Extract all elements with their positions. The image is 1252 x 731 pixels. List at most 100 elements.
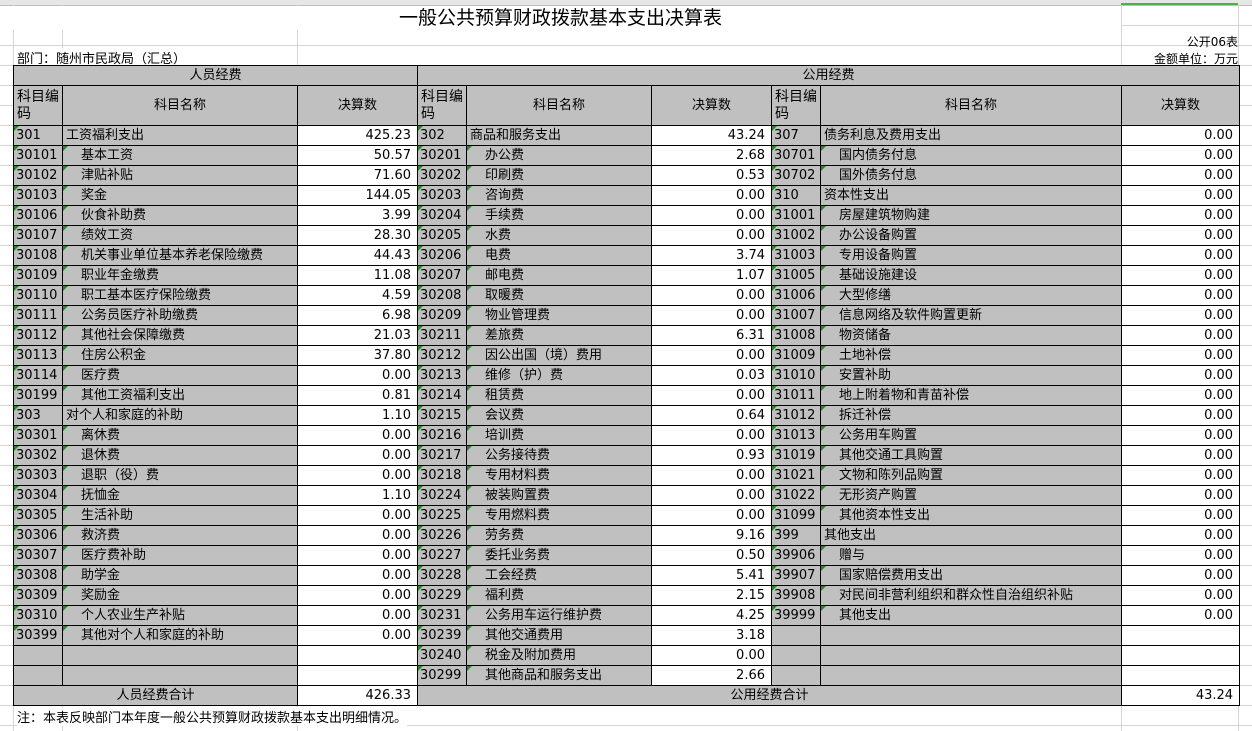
amount-cell[interactable]: 0.00 [1120,265,1241,286]
subject-code-cell[interactable]: 30399 [13,625,63,646]
empty-code-cell[interactable] [13,665,63,686]
subject-name-cell[interactable]: 其他社会保障缴费 [62,325,298,346]
subject-name-cell[interactable]: 基础设施建设 [820,265,1122,286]
subject-code-cell[interactable]: 30299 [417,665,467,686]
amount-cell[interactable]: 0.00 [651,465,772,486]
amount-cell[interactable]: 0.00 [297,365,418,386]
subject-code-cell[interactable]: 30305 [13,505,63,526]
subject-name-cell[interactable]: 职业年金缴费 [62,265,298,286]
personnel-total-label[interactable]: 人员经费合计 [13,685,298,706]
amount-cell[interactable]: 0.00 [651,305,772,326]
subject-name-cell[interactable]: 地上附着物和青苗补偿 [820,385,1122,406]
subject-code-cell[interactable]: 30227 [417,545,467,566]
subject-name-cell[interactable]: 其他支出 [820,525,1122,546]
amount-cell[interactable]: 0.00 [1120,205,1241,226]
subject-code-cell[interactable]: 30111 [13,305,63,326]
personnel-header[interactable]: 人员经费 [13,65,418,86]
subject-name-cell[interactable]: 办公费 [466,145,652,166]
amount-cell[interactable]: 0.00 [297,545,418,566]
subject-code-cell[interactable]: 30203 [417,185,467,206]
amount-cell[interactable]: 2.68 [651,145,772,166]
subject-name-cell[interactable]: 公务接待费 [466,445,652,466]
subject-name-cell[interactable]: 国家赔偿费用支出 [820,565,1122,586]
subject-code-cell[interactable]: 30701 [771,145,821,166]
amount-cell[interactable]: 0.81 [297,385,418,406]
subject-name-cell[interactable]: 商品和服务支出 [466,125,652,146]
subject-name-cell[interactable]: 因公出国（境）费用 [466,345,652,366]
subject-code-cell[interactable]: 31005 [771,265,821,286]
subject-code-cell[interactable]: 31011 [771,385,821,406]
amount-cell[interactable]: 0.00 [1120,245,1241,266]
subject-code-cell[interactable]: 30310 [13,605,63,626]
amount-cell[interactable]: 0.00 [1120,485,1241,506]
subject-name-cell[interactable]: 个人农业生产补贴 [62,605,298,626]
subject-name-cell[interactable]: 培训费 [466,425,652,446]
amount-cell[interactable]: 0.00 [1120,325,1241,346]
subject-name-cell[interactable]: 无形资产购置 [820,485,1122,506]
amount-header[interactable]: 决算数 [651,85,772,126]
subject-name-cell[interactable]: 其他交通费用 [466,625,652,646]
empty-amount-cell[interactable] [1120,625,1241,646]
subject-code-cell[interactable]: 301 [13,125,63,146]
subject-name-cell[interactable]: 信息网络及软件购置更新 [820,305,1122,326]
amount-cell[interactable]: 0.00 [1120,225,1241,246]
amount-cell[interactable]: 0.00 [1120,605,1241,626]
subject-code-cell[interactable]: 30216 [417,425,467,446]
subject-name-cell[interactable]: 其他支出 [820,605,1122,626]
subject-code-cell[interactable]: 30240 [417,645,467,666]
amount-cell[interactable]: 0.53 [651,165,772,186]
subject-code-cell[interactable]: 31021 [771,465,821,486]
amount-cell[interactable]: 0.00 [1120,465,1241,486]
subject-code-cell[interactable]: 30201 [417,145,467,166]
subject-code-cell[interactable]: 30218 [417,465,467,486]
empty-code-cell[interactable] [771,665,821,686]
subject-code-cell[interactable]: 30224 [417,485,467,506]
subject-code-cell[interactable]: 30301 [13,425,63,446]
amount-cell[interactable]: 0.00 [1120,345,1241,366]
subject-code-cell[interactable]: 30101 [13,145,63,166]
amount-cell[interactable]: 1.07 [651,265,772,286]
subject-code-cell[interactable]: 31099 [771,505,821,526]
subject-name-cell[interactable]: 抚恤金 [62,485,298,506]
subject-code-cell[interactable]: 31001 [771,205,821,226]
empty-code-cell[interactable] [13,645,63,666]
subject-name-cell[interactable]: 邮电费 [466,265,652,286]
subject-code-cell[interactable]: 303 [13,405,63,426]
amount-cell[interactable]: 0.00 [1120,505,1241,526]
subject-code-cell[interactable]: 30106 [13,205,63,226]
subject-name-cell[interactable]: 水费 [466,225,652,246]
subject-name-cell[interactable]: 会议费 [466,405,652,426]
subject-name-cell[interactable]: 住房公积金 [62,345,298,366]
public-header[interactable]: 公用经费 [416,65,1241,86]
subject-name-cell[interactable]: 文物和陈列品购置 [820,465,1122,486]
sheet-title[interactable]: 一般公共预算财政拨款基本支出决算表 [0,6,1121,30]
amount-cell[interactable]: 43.24 [651,125,772,146]
subject-code-cell[interactable]: 30217 [417,445,467,466]
amount-cell[interactable]: 0.00 [297,505,418,526]
subject-code-cell[interactable]: 30308 [13,565,63,586]
subject-code-cell[interactable]: 307 [771,125,821,146]
amount-cell[interactable]: 0.00 [297,465,418,486]
subject-code-cell[interactable]: 30209 [417,305,467,326]
amount-cell[interactable]: 0.00 [651,505,772,526]
subject-code-cell[interactable]: 30226 [417,525,467,546]
subject-name-cell[interactable]: 取暖费 [466,285,652,306]
amount-cell[interactable]: 0.00 [297,605,418,626]
amount-cell[interactable]: 0.03 [651,365,772,386]
subject-code-cell[interactable]: 30307 [13,545,63,566]
subject-code-cell[interactable]: 30107 [13,225,63,246]
subject-name-cell[interactable]: 离休费 [62,425,298,446]
subject-code-cell[interactable]: 39907 [771,565,821,586]
amount-cell[interactable]: 0.00 [1120,445,1241,466]
subject-name-cell[interactable]: 其他资本性支出 [820,505,1122,526]
subject-code-cell[interactable]: 31012 [771,405,821,426]
subject-code-cell[interactable]: 31019 [771,445,821,466]
amount-cell[interactable]: 0.00 [1120,185,1241,206]
subject-name-cell[interactable]: 印刷费 [466,165,652,186]
amount-cell[interactable]: 71.60 [297,165,418,186]
empty-code-cell[interactable] [771,645,821,666]
subject-name-cell[interactable]: 公务用车购置 [820,425,1122,446]
amount-cell[interactable]: 50.57 [297,145,418,166]
code-header[interactable]: 科目编码 [771,85,821,126]
subject-code-cell[interactable]: 30108 [13,245,63,266]
